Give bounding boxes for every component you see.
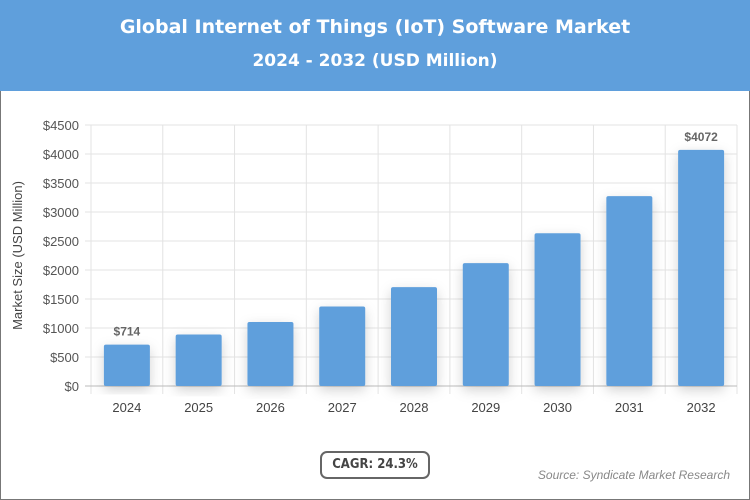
x-tick-label: 2029 xyxy=(471,400,500,415)
y-tick-label: $2500 xyxy=(43,234,79,249)
chart-title: Global Internet of Things (IoT) Software… xyxy=(119,16,631,38)
x-tick-label: 2026 xyxy=(256,400,285,415)
y-tick-label: $1000 xyxy=(43,321,79,336)
x-tick-label: 2030 xyxy=(543,400,572,415)
bar-2026 xyxy=(247,322,294,386)
y-tick-label: $2000 xyxy=(43,263,79,278)
cagr-badge: CAGR: 24.3% xyxy=(320,451,430,479)
bar-2028 xyxy=(391,287,437,386)
x-tick-label: 2027 xyxy=(328,400,357,415)
bar-2031 xyxy=(606,196,653,386)
bar-2027 xyxy=(319,306,366,386)
bar-2029 xyxy=(462,263,509,386)
y-tick-label: $3000 xyxy=(43,205,79,220)
bar-2030 xyxy=(534,233,581,386)
bar-2032 xyxy=(678,149,725,386)
chart-subtitle: 2024 - 2032 (USD Million) xyxy=(252,51,498,71)
bar-2025 xyxy=(175,334,222,386)
x-tick-label: 2028 xyxy=(400,400,429,415)
data-label: $4072 xyxy=(684,130,718,144)
y-tick-label: $4500 xyxy=(43,118,79,133)
x-tick-label: 2024 xyxy=(112,400,141,415)
chart-header: Global Internet of Things (IoT) Software… xyxy=(0,0,750,91)
y-tick-label: $500 xyxy=(50,350,79,365)
y-tick-label: $0 xyxy=(65,379,79,394)
x-tick-label: 2032 xyxy=(687,400,716,415)
y-axis-title: Market Size (USD Million) xyxy=(10,181,25,330)
y-tick-label: $3500 xyxy=(43,176,79,191)
bar-2024 xyxy=(103,344,150,386)
y-tick-label: $4000 xyxy=(43,147,79,162)
x-tick-label: 2031 xyxy=(615,400,644,415)
source-note: Source: Syndicate Market Research xyxy=(537,468,730,482)
x-tick-label: 2025 xyxy=(184,400,213,415)
y-tick-label: $1500 xyxy=(43,292,79,307)
data-label: $714 xyxy=(114,325,141,339)
